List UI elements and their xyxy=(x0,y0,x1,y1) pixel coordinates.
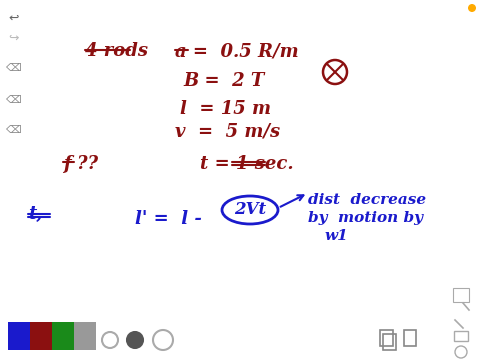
Text: ↪: ↪ xyxy=(9,31,19,45)
Bar xyxy=(383,334,396,350)
Bar xyxy=(404,330,416,346)
Text: l' =  l -: l' = l - xyxy=(135,210,202,228)
Text: by  motion by: by motion by xyxy=(308,211,423,225)
Bar xyxy=(8,322,30,350)
Text: dist  decrease: dist decrease xyxy=(308,193,426,207)
Text: l  = 15 m: l = 15 m xyxy=(180,100,271,118)
Text: a =  0.5 R/m: a = 0.5 R/m xyxy=(175,42,299,60)
Circle shape xyxy=(468,4,476,12)
Text: B =  2 T: B = 2 T xyxy=(183,72,264,90)
Text: t = 1 sec.: t = 1 sec. xyxy=(200,155,294,173)
Circle shape xyxy=(153,330,173,350)
Bar xyxy=(52,322,74,350)
Circle shape xyxy=(127,332,143,348)
Text: ⌫: ⌫ xyxy=(6,63,22,73)
Bar xyxy=(380,330,393,346)
Text: v  =  5 m/s: v = 5 m/s xyxy=(175,122,280,140)
Text: ⌫: ⌫ xyxy=(6,95,22,105)
Circle shape xyxy=(102,332,118,348)
Text: f ??: f ?? xyxy=(63,155,98,173)
Text: 2Vt: 2Vt xyxy=(234,202,266,219)
Bar xyxy=(30,322,52,350)
Text: w1: w1 xyxy=(325,229,349,243)
Bar xyxy=(453,288,469,302)
Text: 4 rods: 4 rods xyxy=(85,42,148,60)
Text: ⌫: ⌫ xyxy=(6,125,22,135)
Text: t,: t, xyxy=(28,205,43,223)
Bar xyxy=(74,322,96,350)
Bar xyxy=(454,331,468,341)
Text: ↩: ↩ xyxy=(9,12,19,24)
